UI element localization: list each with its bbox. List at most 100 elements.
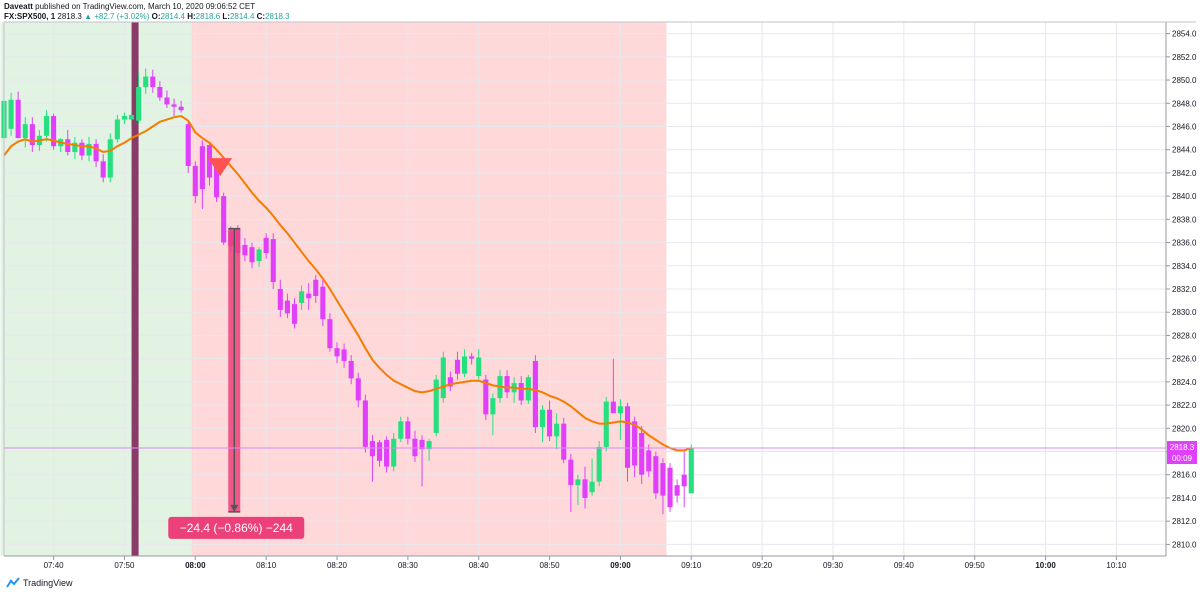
price-tick-label: 2842.0 (1172, 169, 1197, 178)
candle-body (518, 383, 524, 401)
ema-line (3, 114, 692, 452)
measure-label: −24.4 (−0.86%) −244 (180, 521, 293, 535)
candle-body (617, 406, 623, 414)
candle-body (164, 97, 170, 105)
candle-body (86, 143, 92, 156)
publish-info: published on TradingView.com, March 10, … (35, 2, 256, 11)
current-price-badge-box (1167, 441, 1197, 465)
candle-body (596, 446, 602, 482)
chart-header: Daveatt published on TradingView.com, Ma… (4, 2, 290, 22)
candle-body (299, 291, 305, 303)
candle-body (22, 124, 28, 139)
symbol-label[interactable]: FX:SPX500, 1 (4, 12, 56, 21)
price-tick-label: 2816.0 (1172, 471, 1197, 480)
candle-body (376, 442, 383, 461)
candle-body (454, 359, 461, 374)
candle-body (93, 143, 99, 162)
sell-signal-icon (208, 158, 233, 177)
change-value: +82.7 (+3.02%) (94, 12, 150, 21)
price-tick-label: 2846.0 (1172, 122, 1197, 131)
candle-body (532, 360, 538, 428)
tradingview-logo-icon (6, 577, 20, 588)
time-tick-label: 08:00 (185, 561, 206, 570)
candle-body (362, 400, 368, 447)
candle-body (504, 376, 510, 393)
candle-body (206, 145, 213, 178)
candle-body (79, 142, 85, 156)
time-tick-label: 08:50 (540, 561, 561, 570)
candle-body (157, 87, 163, 98)
price-tick-label: 2824.0 (1172, 378, 1197, 387)
open-label: O: (151, 12, 161, 21)
price-tick-label: 2840.0 (1172, 192, 1197, 201)
measure-label-box (168, 516, 305, 539)
time-tick-label: 09:50 (965, 561, 986, 570)
candle-body (575, 479, 581, 486)
candle-body (440, 357, 446, 399)
measure-arrow-head-icon (230, 504, 239, 512)
price-tick-label: 2828.0 (1172, 331, 1197, 340)
time-tick-label: 09:20 (752, 561, 773, 570)
candle-body (447, 377, 453, 387)
candle-body (65, 139, 71, 153)
candle-body (214, 165, 220, 198)
candle-body (192, 165, 198, 197)
time-tick-label: 08:40 (469, 561, 490, 570)
candle-body (284, 300, 290, 314)
candle-body (681, 474, 687, 487)
candle-body (369, 441, 375, 457)
price-tick-label: 2810.0 (1172, 540, 1197, 549)
candle-body (405, 421, 411, 439)
time-tick-label: 10:10 (1106, 561, 1127, 570)
candle-body (143, 76, 149, 88)
candle-body (412, 438, 418, 457)
candle-body (554, 423, 560, 437)
candle-body (8, 99, 14, 129)
candles (1, 68, 694, 515)
time-tick-label: 10:00 (1035, 561, 1056, 570)
price-tick-label: 2834.0 (1172, 262, 1197, 271)
price-tick-label: 2836.0 (1172, 239, 1197, 248)
candle-body (242, 244, 248, 256)
footer-brand-label: TradingView (23, 578, 73, 588)
candle-body (398, 421, 404, 439)
price-tick-label: 2826.0 (1172, 355, 1197, 364)
price-tick-label: 2820.0 (1172, 424, 1197, 433)
candle-body (121, 116, 128, 120)
time-tick-label: 07:50 (114, 561, 135, 570)
publisher-name[interactable]: Daveatt (4, 2, 33, 11)
candle-body (639, 432, 645, 475)
time-tick-label: 07:40 (44, 561, 65, 570)
candle-body (632, 421, 638, 466)
candle-body (355, 378, 361, 401)
candle-body (391, 438, 397, 467)
time-tick-label: 08:20 (327, 561, 348, 570)
candle-body (313, 279, 319, 296)
candle-body (476, 357, 482, 377)
candle-body (334, 348, 340, 357)
candle-body (306, 293, 312, 299)
close-value: 2818.3 (265, 12, 290, 21)
candle-body (561, 423, 567, 460)
time-axis-labels: 07:40 07:50 08:00 08:10 08:20 08:30 08:40 08:50… (44, 556, 1127, 570)
time-tick-label: 09:40 (894, 561, 915, 570)
time-tick-label: 09:00 (610, 561, 631, 570)
candle-body (646, 450, 652, 472)
price-tick-label: 2832.0 (1172, 285, 1197, 294)
candle-body (263, 237, 269, 254)
candle-body (256, 249, 262, 262)
candle-body (327, 319, 333, 349)
candle-body (114, 119, 120, 140)
price-tick-label: 2812.0 (1172, 517, 1197, 526)
price-tick-label: 2830.0 (1172, 308, 1197, 317)
candle-body (384, 439, 390, 467)
time-tick-label: 09:30 (823, 561, 844, 570)
candle-body (624, 406, 631, 468)
current-price-badge: 2818.3 00:09 (1167, 441, 1197, 465)
footer-brand[interactable]: TradingView (6, 577, 73, 589)
candle-body (221, 196, 227, 243)
candle-body (582, 479, 588, 498)
candle-body (610, 401, 616, 414)
bar-countdown-label: 00:09 (1172, 454, 1193, 463)
